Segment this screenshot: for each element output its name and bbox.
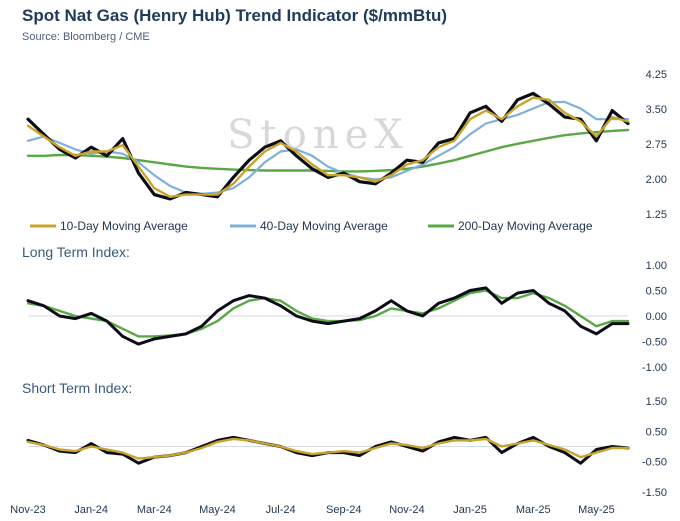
chart-title: Spot Nat Gas (Henry Hub) Trend Indicator… xyxy=(22,6,448,25)
short-term-index-label: Short Term Index: xyxy=(22,380,133,396)
x-tick-label: May-24 xyxy=(199,504,236,516)
x-tick-label: Jul-24 xyxy=(266,504,296,516)
x-tick-label: Nov-24 xyxy=(389,504,424,516)
series-line-200-day-moving-average xyxy=(26,128,630,173)
x-tick-label: Jan-25 xyxy=(453,504,487,516)
legend-label: 40-Day Moving Average xyxy=(260,219,388,233)
y-tick-label: 1.50 xyxy=(646,396,667,408)
legend-label: 200-Day Moving Average xyxy=(458,219,593,233)
y-tick-label: 0.50 xyxy=(646,286,667,298)
x-tick-label: Nov-23 xyxy=(10,504,45,516)
legend-label: 10-Day Moving Average xyxy=(60,219,188,233)
series-line-long-signal xyxy=(26,289,630,338)
y-tick-label: -0.50 xyxy=(642,457,667,469)
series-line-10-day-moving-average xyxy=(26,96,630,198)
y-tick-label: 2.75 xyxy=(646,139,667,151)
y-tick-label: 0.00 xyxy=(646,311,667,323)
x-tick-label: Sep-24 xyxy=(326,504,361,516)
long-term-index-label: Long Term Index: xyxy=(22,244,130,260)
series-line-short-signal xyxy=(26,437,630,460)
x-tick-label: Mar-24 xyxy=(137,504,172,516)
y-tick-label: 1.00 xyxy=(646,260,667,272)
y-tick-label: -1.50 xyxy=(642,487,667,499)
y-tick-label: 4.25 xyxy=(646,69,667,81)
y-tick-label: -0.50 xyxy=(642,337,667,349)
series-line-long-index xyxy=(26,286,630,346)
x-tick-label: May-25 xyxy=(578,504,615,516)
x-tick-label: Jan-24 xyxy=(74,504,108,516)
series-line-spot xyxy=(26,91,630,201)
series-line-40-day-moving-average xyxy=(26,100,630,195)
y-tick-label: -1.00 xyxy=(642,362,667,374)
y-tick-label: 2.00 xyxy=(646,174,667,186)
stonex-watermark: StoneX xyxy=(227,112,408,158)
y-tick-label: 0.50 xyxy=(646,426,667,438)
y-tick-label: 3.50 xyxy=(646,104,667,116)
chart-source: Source: Bloomberg / CME xyxy=(22,31,150,43)
x-tick-label: Mar-25 xyxy=(516,504,551,516)
y-tick-label: 1.25 xyxy=(646,209,667,221)
